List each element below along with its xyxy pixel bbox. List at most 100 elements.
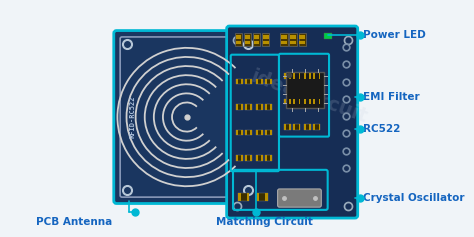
Bar [236,41,241,44]
Bar [257,193,259,201]
Bar [245,104,246,110]
Bar [256,155,263,161]
Bar [270,104,272,110]
Bar [257,193,268,201]
Bar [235,33,242,46]
Bar [238,193,241,201]
Bar [245,41,250,44]
Bar [284,73,286,79]
Bar [238,193,249,201]
Bar [313,99,315,104]
Bar [290,33,297,46]
Bar [245,104,252,110]
Bar [293,99,301,104]
Bar [244,33,251,46]
Bar [304,73,306,79]
Bar [236,130,237,135]
Bar [236,155,243,161]
Bar [241,130,243,135]
Bar [265,104,267,110]
Text: idealcircuit: idealcircuit [248,67,371,127]
FancyBboxPatch shape [227,26,358,218]
Bar [310,124,311,130]
Bar [324,33,332,39]
Bar [265,130,272,135]
Bar [270,130,272,135]
Bar [236,35,241,39]
Text: Crystal Oscillator: Crystal Oscillator [363,193,465,203]
Bar [261,155,263,161]
Bar [291,35,296,39]
Bar [265,155,272,161]
Bar [263,35,268,39]
Text: RC522: RC522 [363,124,401,134]
Bar [254,41,259,44]
Bar [256,155,257,161]
Bar [291,41,296,44]
Bar [250,155,252,161]
Bar [236,104,243,110]
Bar [293,73,295,79]
Bar [300,35,305,39]
Bar [304,73,311,79]
Bar [319,73,320,79]
Bar [313,124,320,130]
Bar [263,41,268,44]
Bar [319,124,320,130]
Bar [265,193,268,201]
Bar [293,124,301,130]
Bar [304,124,306,130]
Bar [261,104,263,110]
Bar [253,33,260,46]
Bar [304,99,311,104]
Text: Matching Circuit: Matching Circuit [216,217,312,227]
Text: RFID-RC522: RFID-RC522 [130,96,136,138]
Text: PCB Antenna: PCB Antenna [36,217,113,227]
FancyBboxPatch shape [278,189,321,207]
Bar [293,99,295,104]
Bar [293,73,301,79]
Bar [299,124,301,130]
Bar [241,104,243,110]
Bar [245,130,246,135]
Bar [304,124,311,130]
FancyBboxPatch shape [114,31,261,204]
Bar [250,79,252,84]
Bar [250,130,252,135]
Bar [281,35,287,39]
Bar [241,79,243,84]
Bar [284,99,291,104]
Bar [286,72,324,108]
Bar [265,130,267,135]
Bar [265,104,272,110]
Bar [290,124,291,130]
Bar [281,41,287,44]
Bar [284,99,286,104]
Bar [319,99,320,104]
Bar [245,155,252,161]
Bar [299,33,306,46]
Bar [270,155,272,161]
Bar [313,73,315,79]
Bar [245,155,246,161]
Bar [300,41,305,44]
Text: EMI Filter: EMI Filter [363,92,420,102]
Bar [236,130,243,135]
Bar [256,130,257,135]
Bar [265,79,267,84]
Bar [256,79,263,84]
Bar [256,79,257,84]
Bar [284,124,291,130]
Bar [280,33,288,46]
Bar [299,99,301,104]
Bar [293,124,295,130]
Bar [313,99,320,104]
Bar [246,193,249,201]
Bar [284,124,286,130]
Bar [310,73,311,79]
Bar [236,104,237,110]
Bar [256,104,263,110]
Bar [250,104,252,110]
Bar [290,73,291,79]
Bar [265,155,267,161]
